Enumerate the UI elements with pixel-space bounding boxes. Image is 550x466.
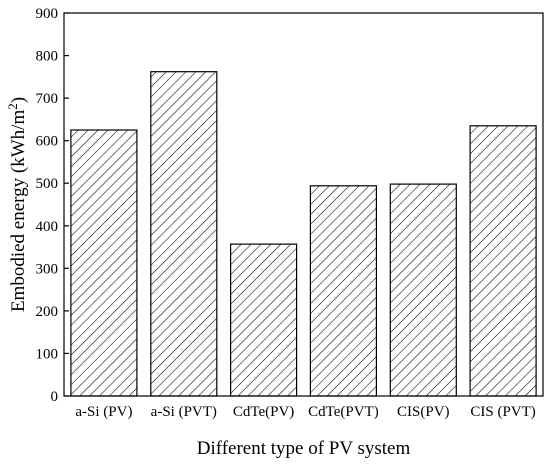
x-axis-title: Different type of PV system [197,438,411,459]
x-tick-label: CIS(PV) [397,404,450,420]
y-axis-title-main: Embodied energy (kWh/m [8,110,29,312]
y-tick-label: 600 [36,134,59,150]
y-tick-label: 300 [36,261,59,277]
x-axis-tick-labels: a-Si (PV) a-Si (PVT) CdTe(PV) CdTe(PVT) CIS(… [75,404,535,420]
x-tick-label: a-Si (PVT) [151,404,217,420]
x-tick-label: CdTe(PVT) [308,404,379,420]
y-axis-title: Embodied energy (kWh/m2) [5,97,30,312]
plot-frame [63,12,544,397]
bar-3 [309,185,377,397]
bar-2 [230,243,298,397]
x-tick-label: CIS (PVT) [470,404,535,420]
y-tick-label: 700 [36,91,59,107]
bar-5 [469,125,537,397]
y-tick-label: 200 [36,304,59,320]
x-tick-label: a-Si (PV) [75,404,132,420]
y-tick-label: 400 [36,219,59,235]
y-tick-label: 900 [36,6,59,22]
bar-0 [70,129,138,397]
y-tick-label: 100 [36,346,59,362]
y-tick-label: 0 [51,389,59,405]
x-tick-label: CdTe(PV) [233,404,294,420]
y-axis-ticks: 0 100 200 300 400 500 600 700 800 900 [36,6,69,405]
bar-4 [389,183,457,397]
y-tick-label: 800 [36,49,59,65]
bars-layer [70,71,537,397]
y-axis-title-close: ) [8,97,29,103]
bar-1 [150,71,218,397]
y-axis-title-superscript: 2 [5,103,20,110]
y-tick-label: 500 [36,176,59,192]
